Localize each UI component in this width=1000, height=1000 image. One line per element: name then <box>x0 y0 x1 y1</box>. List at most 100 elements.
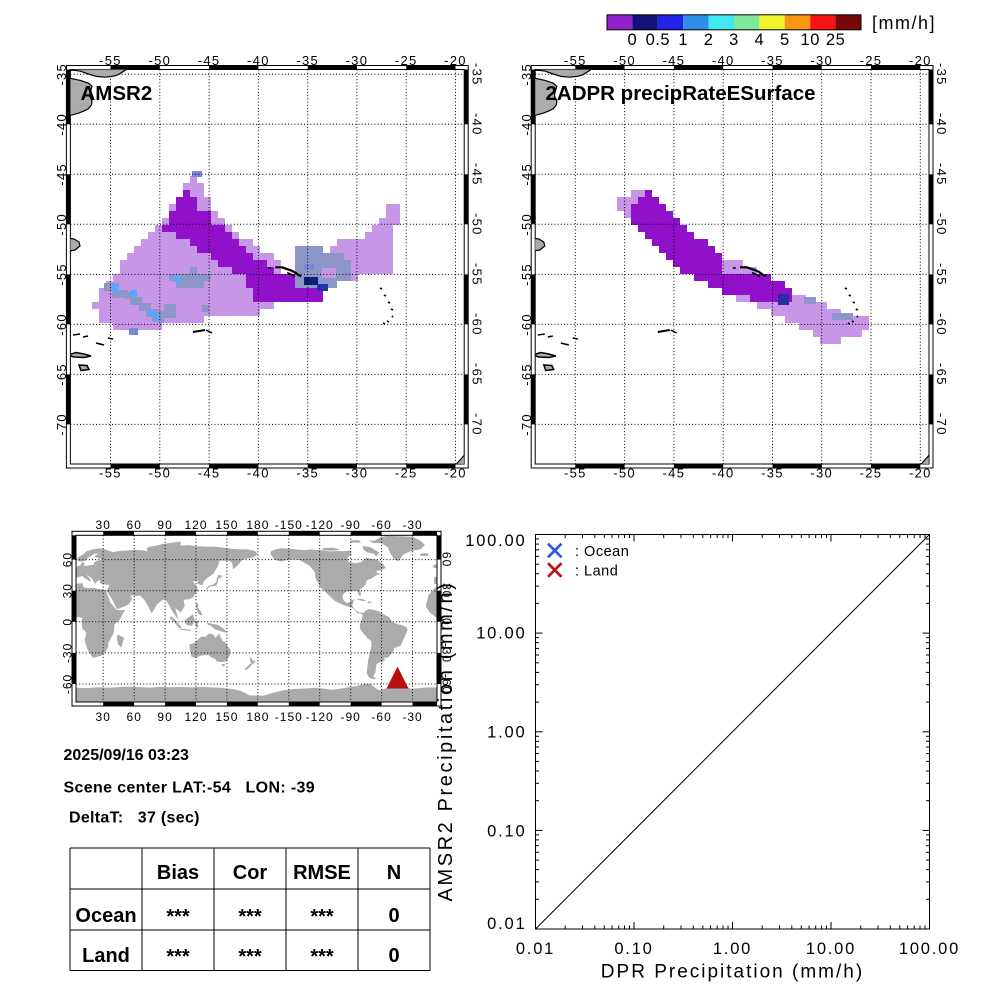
svg-text:-55: -55 <box>564 466 587 481</box>
svg-text:***: *** <box>166 946 190 968</box>
svg-text:-50: -50 <box>613 466 636 481</box>
svg-text:-120: -120 <box>306 710 334 724</box>
svg-text:25: 25 <box>826 31 845 49</box>
svg-text:-45: -45 <box>663 466 686 481</box>
svg-text:120: 120 <box>184 710 207 724</box>
svg-text:-60: -60 <box>371 518 391 532</box>
svg-text:30: 30 <box>440 583 454 598</box>
svg-text:-70: -70 <box>54 413 69 436</box>
svg-text:-150: -150 <box>275 518 303 532</box>
svg-text:-90: -90 <box>341 518 361 532</box>
svg-text:150: 150 <box>215 518 238 532</box>
svg-text:Cor: Cor <box>233 862 268 884</box>
svg-text:2025/09/16 03:23: 2025/09/16 03:23 <box>64 747 190 764</box>
svg-text:-60: -60 <box>60 674 74 694</box>
svg-text:-65: -65 <box>519 363 534 386</box>
svg-text:-40: -40 <box>712 53 735 68</box>
svg-text:Bias: Bias <box>157 862 199 884</box>
svg-text:-40: -40 <box>247 53 270 68</box>
svg-text:-35: -35 <box>469 63 484 86</box>
svg-text:-45: -45 <box>198 53 221 68</box>
svg-text:-55: -55 <box>469 263 484 286</box>
svg-text:-60: -60 <box>440 674 454 694</box>
svg-text:Scene center LAT:-54 LON: -3: Scene center LAT:-54 LON: -39 <box>64 780 316 797</box>
svg-text:-70: -70 <box>519 413 534 436</box>
svg-text:-150: -150 <box>275 710 303 724</box>
svg-text:10.00: 10.00 <box>476 625 526 643</box>
svg-text:AMSR2: AMSR2 <box>81 82 153 105</box>
svg-text:-30: -30 <box>810 53 833 68</box>
svg-text:***: *** <box>238 906 262 928</box>
svg-text:-40: -40 <box>247 466 270 481</box>
svg-text:-50: -50 <box>934 213 949 236</box>
svg-text:-70: -70 <box>469 413 484 436</box>
svg-text:10: 10 <box>801 31 820 49</box>
svg-text:1: 1 <box>678 31 688 49</box>
svg-text:DeltaT: 37 (sec): DeltaT: 37 (sec) <box>69 810 200 827</box>
svg-text:-50: -50 <box>148 53 171 68</box>
svg-text:-30: -30 <box>346 466 369 481</box>
svg-text:-35: -35 <box>761 53 784 68</box>
svg-text:0.5: 0.5 <box>646 31 670 49</box>
svg-text:-35: -35 <box>519 63 534 86</box>
svg-text:-35: -35 <box>296 466 319 481</box>
svg-text:1.00: 1.00 <box>487 724 526 742</box>
svg-text:-50: -50 <box>148 466 171 481</box>
svg-text:-55: -55 <box>934 263 949 286</box>
svg-text:5: 5 <box>780 31 790 49</box>
svg-text:-70: -70 <box>934 413 949 436</box>
svg-text:-50: -50 <box>613 53 636 68</box>
svg-text:-45: -45 <box>519 163 534 186</box>
svg-text:-35: -35 <box>54 63 69 86</box>
svg-text:-50: -50 <box>469 213 484 236</box>
svg-text:60: 60 <box>127 518 142 532</box>
svg-text:***: *** <box>166 906 190 928</box>
svg-text:-55: -55 <box>99 466 122 481</box>
svg-text:-30: -30 <box>402 710 422 724</box>
svg-text:-30: -30 <box>60 643 74 663</box>
svg-text:-40: -40 <box>469 113 484 136</box>
svg-text:-30: -30 <box>810 466 833 481</box>
svg-text:0.01: 0.01 <box>487 915 526 933</box>
svg-text:90: 90 <box>157 518 172 532</box>
svg-text:-25: -25 <box>860 53 883 68</box>
svg-text:-25: -25 <box>860 466 883 481</box>
svg-text:DPR Precipitation (mm/h): DPR Precipitation (mm/h) <box>601 962 864 983</box>
svg-text:-45: -45 <box>934 163 949 186</box>
svg-text:150: 150 <box>215 710 238 724</box>
svg-text:0.10: 0.10 <box>614 940 653 958</box>
svg-text:0.10: 0.10 <box>487 823 526 841</box>
svg-text:-50: -50 <box>54 213 69 236</box>
svg-text:180: 180 <box>246 710 269 724</box>
svg-text:-65: -65 <box>469 363 484 386</box>
svg-text:-25: -25 <box>395 53 418 68</box>
svg-text:-20: -20 <box>909 466 932 481</box>
svg-text:-45: -45 <box>663 53 686 68</box>
svg-text:-20: -20 <box>444 466 467 481</box>
svg-text:-20: -20 <box>909 53 932 68</box>
svg-text:100.00: 100.00 <box>465 532 526 550</box>
svg-text:RMSE: RMSE <box>293 862 351 884</box>
svg-text:Ocean: Ocean <box>75 905 136 927</box>
svg-text:-60: -60 <box>54 313 69 336</box>
svg-text:90: 90 <box>157 710 172 724</box>
svg-text:10.00: 10.00 <box>806 940 856 958</box>
svg-text:-40: -40 <box>712 466 735 481</box>
svg-text:***: *** <box>310 906 334 928</box>
svg-text:2: 2 <box>704 31 714 49</box>
svg-text:Land: Land <box>82 945 130 967</box>
svg-text:-55: -55 <box>519 263 534 286</box>
svg-text:-55: -55 <box>54 263 69 286</box>
svg-text:-30: -30 <box>402 518 422 532</box>
svg-text:-65: -65 <box>54 363 69 386</box>
svg-text:: Land: : Land <box>575 564 618 580</box>
svg-text:60: 60 <box>127 710 142 724</box>
svg-text:0: 0 <box>440 618 454 626</box>
svg-text:-65: -65 <box>934 363 949 386</box>
svg-text:3: 3 <box>729 31 739 49</box>
svg-text:0: 0 <box>628 31 638 49</box>
svg-text:-120: -120 <box>306 518 334 532</box>
svg-text:AMSR2 Precipitation (mm/h): AMSR2 Precipitation (mm/h) <box>435 581 457 902</box>
svg-text:-60: -60 <box>934 313 949 336</box>
svg-text:-40: -40 <box>54 113 69 136</box>
